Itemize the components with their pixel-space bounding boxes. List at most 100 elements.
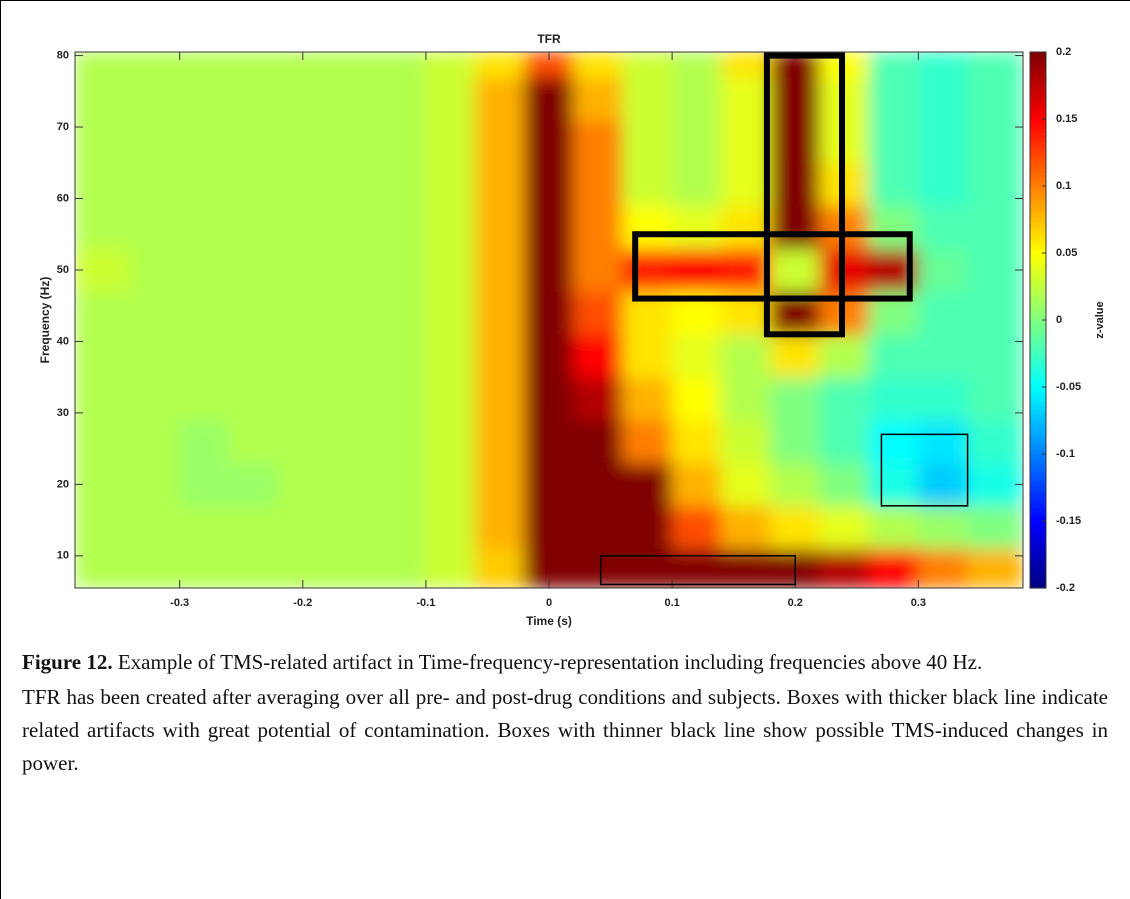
heatmap-cell [573,462,624,507]
colorbar-segment [1030,203,1046,209]
heatmap-cell [228,548,279,588]
heatmap-cell [179,162,230,207]
y-tick-label: 60 [57,192,69,204]
heatmap-cell [326,248,378,292]
heatmap-cell [720,419,772,464]
chart-title: TFR [537,32,561,46]
colorbar-segment [1030,96,1046,102]
heatmap-cell [75,205,131,250]
heatmap-cell [967,419,1023,464]
heatmap-area [75,52,1023,588]
x-tick-label: 0.3 [911,597,926,609]
caption-title: Example of TMS-related artifact in Time-… [117,650,983,674]
colorbar-segment [1030,190,1046,196]
y-tick-label: 70 [57,121,69,133]
heatmap-cell [671,162,722,207]
heatmap-cell [179,52,230,78]
heatmap-cell [917,52,969,78]
colorbar-segment [1030,467,1046,473]
heatmap-cell [622,52,673,78]
heatmap-cell [671,205,722,250]
colorbar-segment [1030,378,1046,384]
heatmap-cell [917,76,969,121]
chart: -0.3 -0.2 -0.1 0 0.1 0.2 0.3 10 20 30 40 50 60 70 80 -0… [38,32,1106,628]
heatmap-cell [720,548,772,588]
heatmap-cell [474,162,525,207]
x-tick-label: 0 [546,597,552,609]
heatmap-cell [523,333,575,378]
heatmap-cell [967,248,1023,292]
y-axis-label: Frequency (Hz) [38,277,52,364]
colorbar-segment [1030,230,1046,236]
colorbar-segment [1030,561,1046,567]
colorbar-segment [1030,127,1046,133]
heatmap-cell [523,505,575,550]
heatmap-cell [917,419,969,464]
heatmap-cell [770,205,821,250]
heatmap-cell [671,248,722,292]
heatmap-cell [474,290,525,335]
heatmap-cell [277,290,328,335]
heatmap-cell [179,548,230,588]
colorbar-segment [1030,119,1046,125]
heatmap-cell [917,290,969,335]
heatmap-cell [326,205,378,250]
x-axis-label: Time (s) [526,614,572,628]
colorbar-segment [1030,172,1046,178]
colorbar-segment [1030,538,1046,544]
heatmap-cell [671,419,722,464]
heatmap-cell [179,76,230,121]
heatmap-cell [75,505,131,550]
caption-text: TFR has been created after averaging ove… [22,685,1108,775]
heatmap-cell [868,505,919,550]
heatmap-cell [376,376,427,421]
colorbar-segment [1030,293,1046,299]
heatmap-cell [425,52,476,78]
heatmap-cell [720,205,772,250]
colorbar-segment [1030,248,1046,254]
colorbar-tick-label: 0.15 [1056,113,1077,125]
heatmap-cell [326,419,378,464]
heatmap-cell [917,205,969,250]
heatmap-cell [770,76,821,121]
heatmap-cell [376,505,427,550]
heatmap-cell [75,548,131,588]
colorbar-segment [1030,154,1046,160]
heatmap-cell [75,76,131,121]
heatmap-cell [573,333,624,378]
heatmap-cell [376,119,427,164]
heatmap-cell [425,76,476,121]
colorbar-segment [1030,261,1046,267]
colorbar-segment [1030,445,1046,451]
colorbar-segment [1030,565,1046,571]
heatmap-cell [622,162,673,207]
heatmap-cell [770,462,821,507]
colorbar-segment [1030,395,1046,401]
heatmap-cell [376,162,427,207]
colorbar-segment [1030,150,1046,156]
colorbar-segment [1030,306,1046,312]
colorbar-tick-label: -0.2 [1056,582,1075,594]
heatmap-cell [917,162,969,207]
colorbar-segment [1030,101,1046,107]
colorbar-segment [1030,431,1046,437]
heatmap-cell [425,162,476,207]
colorbar-segment [1030,404,1046,410]
heatmap-cell [523,162,575,207]
heatmap-cell [917,248,969,292]
heatmap-cell [326,333,378,378]
colorbar-segment [1030,529,1046,535]
colorbar-segment [1030,132,1046,138]
colorbar-segment [1030,364,1046,370]
heatmap-cell [228,52,279,78]
heatmap-cell [75,419,131,464]
heatmap-cell [622,419,673,464]
heatmap-cell [129,505,181,550]
heatmap-cell [573,205,624,250]
colorbar-segment [1030,328,1046,334]
heatmap-cell [129,290,181,335]
heatmap-cell [720,76,772,121]
colorbar-segment [1030,485,1046,491]
heatmap-cell [277,248,328,292]
colorbar-segment [1030,69,1046,75]
